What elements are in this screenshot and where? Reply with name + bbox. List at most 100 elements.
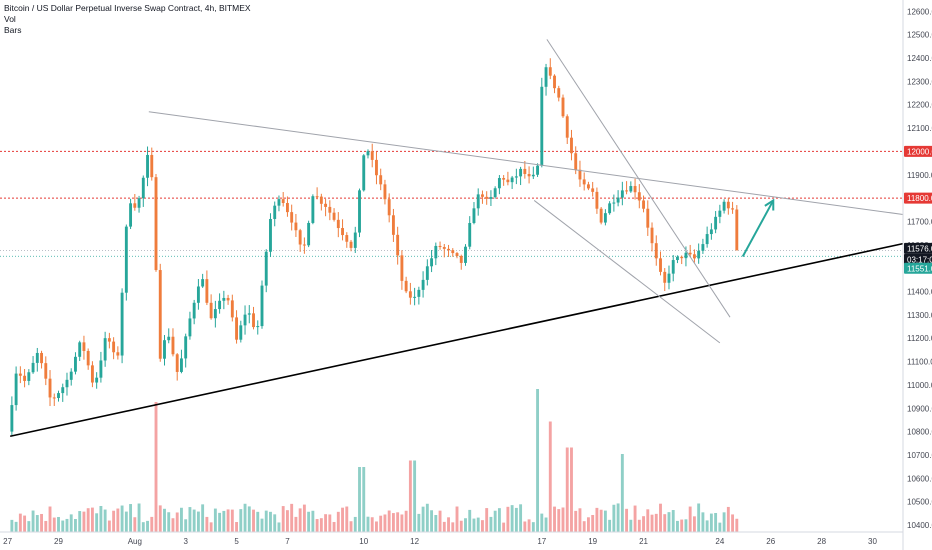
volume-bar [171, 518, 175, 532]
candle-body [260, 285, 264, 327]
volume-bar [163, 508, 166, 532]
candle-body [324, 203, 328, 207]
candle-body [565, 116, 569, 138]
volume-bar [48, 506, 52, 532]
candle-body [235, 317, 239, 340]
candle-body [90, 365, 94, 383]
volume-bar [328, 514, 332, 532]
candle-body [383, 184, 387, 200]
candle-body [654, 243, 658, 259]
countdown-badge-bg [904, 253, 932, 265]
volume-bar [476, 517, 480, 532]
volume-bar [243, 503, 247, 532]
volume-bar [642, 516, 645, 532]
candle-body [599, 208, 603, 223]
volume-bar [90, 507, 94, 532]
candle-body [175, 354, 179, 372]
volume-bar [23, 515, 27, 532]
candle-body [709, 229, 713, 235]
candle-body [612, 202, 616, 204]
candle-body [548, 67, 552, 76]
level-badge-11800-text: 11800.0 [907, 194, 932, 203]
study-bars-label[interactable]: Bars [4, 25, 22, 35]
price-tick-label: 11700.0 [907, 217, 932, 226]
candle-body [506, 179, 510, 183]
volume-bar [345, 506, 349, 532]
candle-body [116, 352, 120, 356]
volume-bar [285, 510, 289, 532]
time-axis[interactable]: 27 29 Aug 3 5 7 10 12 17 19 21 24 26 28 30 [0, 531, 903, 546]
candle-body [10, 405, 14, 432]
volume-bar [146, 520, 149, 532]
volume-bar [548, 421, 552, 532]
candle-body [493, 188, 497, 198]
candle-body [366, 151, 370, 156]
candle-body [281, 199, 285, 204]
volume-bar [497, 508, 501, 532]
volume-bar [353, 516, 357, 532]
volume-bar [536, 389, 540, 532]
volume-bar [557, 509, 561, 532]
candle-body [637, 192, 641, 201]
price-tick-label: 12100.0 [907, 124, 932, 133]
candle-body [684, 252, 688, 259]
volume-bar [714, 512, 718, 532]
time-tick-label: 17 [537, 537, 546, 546]
candle-body [578, 169, 582, 180]
candle-body [345, 235, 349, 242]
candle-body [726, 201, 730, 209]
trendlines[interactable] [10, 39, 904, 438]
candle-body [625, 190, 629, 192]
candle-body [451, 250, 455, 254]
volume-bar [133, 517, 137, 532]
volume-bar [709, 513, 713, 532]
volume-bar [582, 521, 586, 532]
volume-bar [69, 514, 73, 532]
candle-body [417, 289, 421, 297]
candle-body [358, 190, 361, 233]
volume-bar [514, 507, 518, 532]
volume-bar [489, 516, 493, 532]
candle-body [35, 352, 39, 363]
candle-body [489, 197, 493, 199]
volume-bar [434, 515, 438, 532]
price-axis[interactable]: 10400.0 10500.0 10600.0 10700.0 10800.0 10900… [902, 0, 932, 550]
candle-body [362, 155, 366, 191]
volume-bar [591, 514, 595, 532]
volume-bar [684, 519, 688, 532]
volume-bar [78, 511, 82, 532]
candle-body [370, 151, 374, 160]
candle-body [252, 313, 255, 328]
candle-body [633, 186, 637, 193]
volume-bar [654, 513, 658, 532]
candle-body [608, 203, 612, 214]
candles [10, 58, 739, 436]
candle-body [591, 188, 595, 192]
volume-bar [362, 467, 366, 532]
candle-body [213, 309, 217, 319]
volume-bar [697, 503, 701, 532]
candle-body [112, 341, 116, 353]
study-vol-label[interactable]: Vol [4, 14, 16, 24]
volume-bar [519, 504, 523, 532]
candle-body [527, 173, 531, 177]
price-tick-label: 10900.0 [907, 404, 932, 413]
volume-bar [527, 519, 531, 532]
volume-bar [52, 517, 56, 532]
volume-bar [506, 506, 510, 532]
volume-bar [137, 503, 141, 532]
candle-body [205, 279, 209, 303]
last-price-badge-bg [904, 242, 932, 254]
price-tick-label: 10700.0 [907, 451, 932, 460]
candle-body [663, 271, 667, 283]
candle-body [391, 215, 395, 235]
candle-body [328, 206, 332, 213]
volume-bar [502, 522, 506, 532]
projection-arrow[interactable] [741, 198, 775, 257]
candle-body [676, 256, 679, 261]
candle-body [421, 279, 425, 290]
candle-body [705, 234, 709, 245]
symbol-title[interactable]: Bitcoin / US Dollar Perpetual Inverse Sw… [4, 3, 251, 13]
